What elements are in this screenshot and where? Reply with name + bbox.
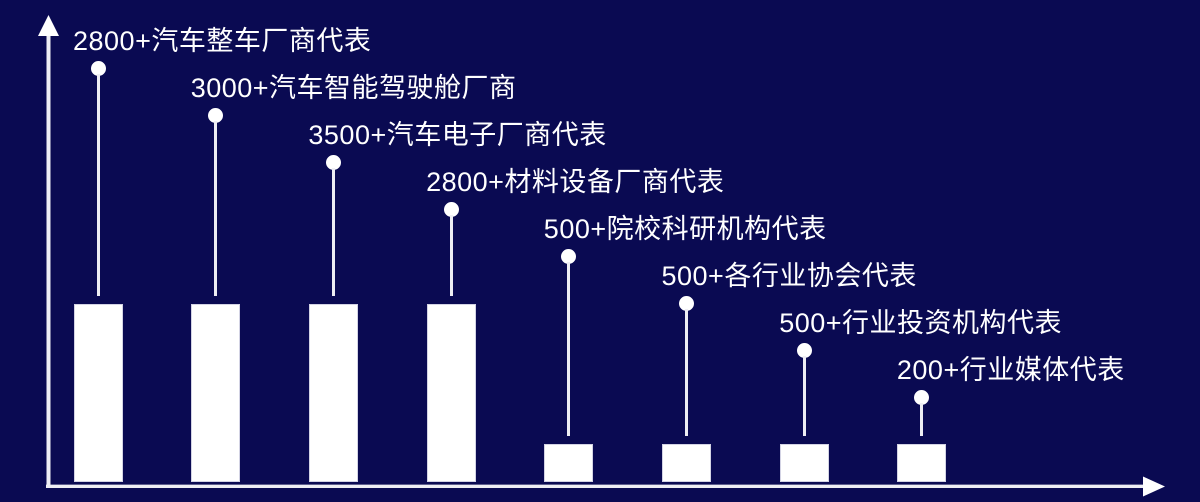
bar-label: 200+行业媒体代表	[896, 355, 1125, 385]
bar	[662, 444, 711, 482]
stem-line	[567, 262, 571, 436]
dot-marker	[208, 107, 224, 123]
dot-marker	[443, 201, 459, 217]
stem-line	[920, 403, 924, 436]
bar-label: 500+行业投资机构代表	[779, 308, 1063, 338]
bar-label: 3000+汽车智能驾驶舱厂商	[190, 73, 517, 103]
stem-line	[449, 215, 453, 296]
dot-marker	[90, 60, 106, 76]
bar-label: 3500+汽车电子厂商代表	[308, 120, 607, 150]
dot-marker	[679, 295, 694, 311]
dot-marker	[914, 389, 930, 405]
bar	[73, 304, 123, 482]
stem-line	[331, 168, 335, 296]
bar	[426, 304, 476, 482]
stem-line	[685, 309, 688, 436]
dot-marker	[325, 154, 341, 170]
stem-line	[802, 356, 806, 436]
dot-marker	[796, 342, 812, 358]
bar-label: 500+院校科研机构代表	[543, 214, 827, 244]
y-axis-arrow-icon	[38, 15, 59, 36]
bar	[191, 304, 241, 482]
x-axis	[46, 476, 1165, 497]
x-axis-arrow-icon	[1143, 476, 1165, 497]
stem-line	[96, 74, 100, 296]
dot-marker	[561, 248, 577, 264]
bar	[779, 444, 829, 482]
bar	[897, 444, 947, 482]
bar-label: 2800+材料设备厂商代表	[426, 167, 725, 197]
y-axis	[38, 15, 59, 487]
bar-label: 500+各行业协会代表	[661, 261, 917, 291]
bar	[544, 444, 594, 482]
stem-line	[214, 121, 218, 296]
bar	[308, 304, 358, 482]
bar-label: 2800+汽车整车厂商代表	[73, 26, 372, 56]
